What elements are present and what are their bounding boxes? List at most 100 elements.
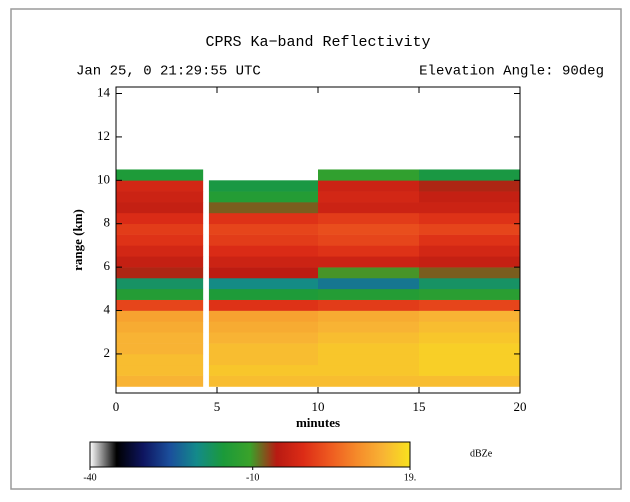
y-axis-label: range (km) [70, 209, 85, 271]
heatmap-cell [419, 310, 521, 322]
colorbar-tick-label: -10 [246, 472, 259, 483]
heatmap-cell [419, 364, 521, 376]
heatmap-cell [318, 310, 420, 322]
chart-title: CPRS Ka−band Reflectivity [205, 34, 430, 51]
heatmap-cell [116, 299, 204, 311]
heatmap-cell [116, 353, 204, 366]
heatmap-cell [116, 245, 204, 257]
heatmap-cell [318, 223, 420, 235]
heatmap-cell [318, 169, 420, 181]
x-axis-label: minutes [296, 415, 340, 430]
heatmap-cell [208, 212, 319, 225]
heatmap-cell [419, 288, 521, 300]
heatmap-cell [116, 321, 204, 333]
heatmap-cell [116, 256, 204, 268]
heatmap-cell [318, 245, 420, 257]
heatmap-cell [208, 332, 319, 344]
heatmap-cell [419, 332, 521, 344]
heatmap-cell [208, 223, 319, 235]
heatmap-cell [208, 343, 319, 355]
heatmap [116, 169, 521, 387]
colorbar-tick-label: 19. [404, 472, 417, 483]
page-frame [10, 8, 622, 490]
heatmap-cell [208, 310, 319, 322]
heatmap-cell [116, 310, 204, 322]
heatmap-cell [419, 212, 521, 225]
y-tick-label: 4 [104, 302, 111, 317]
heatmap-cell [116, 343, 204, 355]
heatmap-cell [208, 364, 319, 376]
y-tick-label: 14 [97, 84, 111, 99]
heatmap-cell [419, 267, 521, 279]
heatmap-cell [116, 332, 204, 344]
heatmap-cell [419, 375, 521, 387]
heatmap-cell [318, 191, 420, 203]
heatmap-cell [419, 245, 521, 257]
heatmap-cell [318, 343, 420, 355]
heatmap-cell [318, 277, 420, 290]
x-tick-label: 0 [113, 399, 120, 414]
heatmap-cell [116, 212, 204, 225]
colorbar [89, 441, 411, 468]
x-tick-label: 5 [214, 399, 221, 414]
heatmap-cell [208, 234, 319, 246]
heatmap-cell [116, 169, 204, 181]
heatmap-cell [116, 234, 204, 246]
heatmap-cell [208, 277, 319, 290]
y-tick-label: 10 [97, 171, 110, 186]
heatmap-cell [116, 202, 204, 214]
heatmap-cell [318, 332, 420, 344]
colorbar-tick-label: -40 [83, 472, 96, 483]
heatmap-cell [318, 288, 420, 300]
heatmap-cell [116, 364, 204, 376]
heatmap-cell [208, 180, 319, 192]
heatmap-cell [318, 299, 420, 311]
heatmap-cell [318, 375, 420, 387]
heatmap-cell [419, 169, 521, 181]
heatmap-cell [318, 364, 420, 376]
heatmap-cell [116, 267, 204, 279]
heatmap-cell [208, 288, 319, 300]
heatmap-cell [419, 234, 521, 246]
heatmap-cell [318, 353, 420, 366]
x-tick-label: 10 [312, 399, 325, 414]
heatmap-cell [116, 277, 204, 290]
heatmap-cell [318, 202, 420, 214]
heatmap-cell [318, 321, 420, 333]
heatmap-cell [419, 299, 521, 311]
x-tick-label: 15 [413, 399, 426, 414]
heatmap-cell [116, 223, 204, 235]
heatmap-cell [419, 180, 521, 192]
heatmap-cell [318, 212, 420, 225]
heatmap-cell [116, 288, 204, 300]
y-tick-label: 2 [104, 345, 111, 360]
heatmap-cell [116, 375, 204, 387]
heatmap-cell [208, 299, 319, 311]
heatmap-cell [419, 202, 521, 214]
heatmap-cell [116, 191, 204, 203]
heatmap-cell [419, 256, 521, 268]
heatmap-cell [208, 353, 319, 366]
heatmap-cell [208, 267, 319, 279]
heatmap-cell [419, 353, 521, 366]
chart-subtitle-right: Elevation Angle: 90deg [419, 64, 604, 80]
heatmap-cell [208, 191, 319, 203]
heatmap-cell [208, 321, 319, 333]
heatmap-cell [208, 375, 319, 387]
x-tick-label: 20 [514, 399, 527, 414]
chart-subtitle-left: Jan 25, 0 21:29:55 UTC [76, 64, 261, 80]
heatmap-cell [208, 202, 319, 214]
y-tick-label: 6 [104, 258, 111, 273]
heatmap-cell [318, 256, 420, 268]
heatmap-cell [419, 191, 521, 203]
heatmap-cell [318, 267, 420, 279]
heatmap-cell [419, 321, 521, 333]
heatmap-cell [419, 343, 521, 355]
heatmap-cell [419, 223, 521, 235]
heatmap-cell [318, 234, 420, 246]
heatmap-cell [116, 180, 204, 192]
heatmap-cell [419, 277, 521, 290]
y-tick-label: 8 [104, 215, 111, 230]
